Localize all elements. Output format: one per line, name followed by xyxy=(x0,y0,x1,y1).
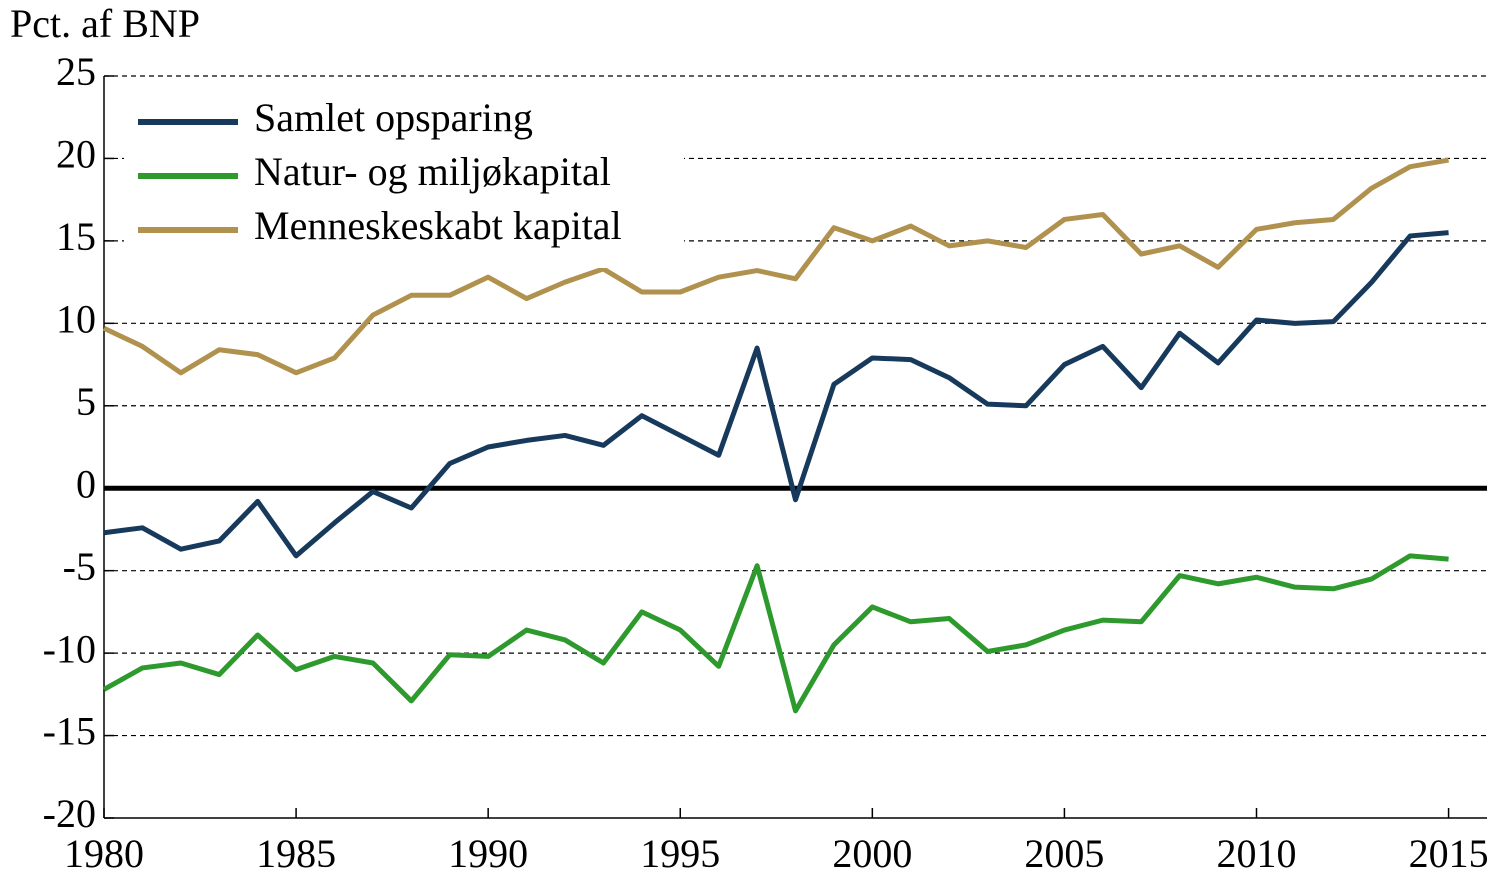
axis-label: Pct. af BNP xyxy=(10,1,200,46)
y-tick-label: 15 xyxy=(56,214,96,259)
y-tick-label: -10 xyxy=(43,626,96,671)
x-tick-label: 1990 xyxy=(448,831,528,876)
y-tick-label: 25 xyxy=(56,49,96,94)
y-tick-label: -5 xyxy=(63,544,96,589)
x-tick-label: 2010 xyxy=(1217,831,1297,876)
legend-label: Natur- og miljøkapital xyxy=(254,149,611,194)
series-line xyxy=(103,230,1449,559)
y-tick-label: 10 xyxy=(56,297,96,342)
x-tick-label: 1980 xyxy=(64,831,144,876)
x-tick-label: 2000 xyxy=(832,831,912,876)
series-line xyxy=(102,157,1450,376)
x-tick-label: 1995 xyxy=(640,831,720,876)
y-tick-label: 5 xyxy=(76,379,96,424)
x-tick-label: 2005 xyxy=(1024,831,1104,876)
y-tick-label: -15 xyxy=(43,709,96,754)
legend-label: Samlet opsparing xyxy=(254,95,533,140)
legend-label: Menneskeskabt kapital xyxy=(254,203,622,248)
x-tick-label: 2015 xyxy=(1409,831,1489,876)
x-tick-label: 1985 xyxy=(256,831,336,876)
y-tick-label: 20 xyxy=(56,132,96,177)
y-tick-label: -20 xyxy=(43,791,96,836)
series-line xyxy=(102,553,1449,714)
y-tick-label: 0 xyxy=(76,461,96,506)
